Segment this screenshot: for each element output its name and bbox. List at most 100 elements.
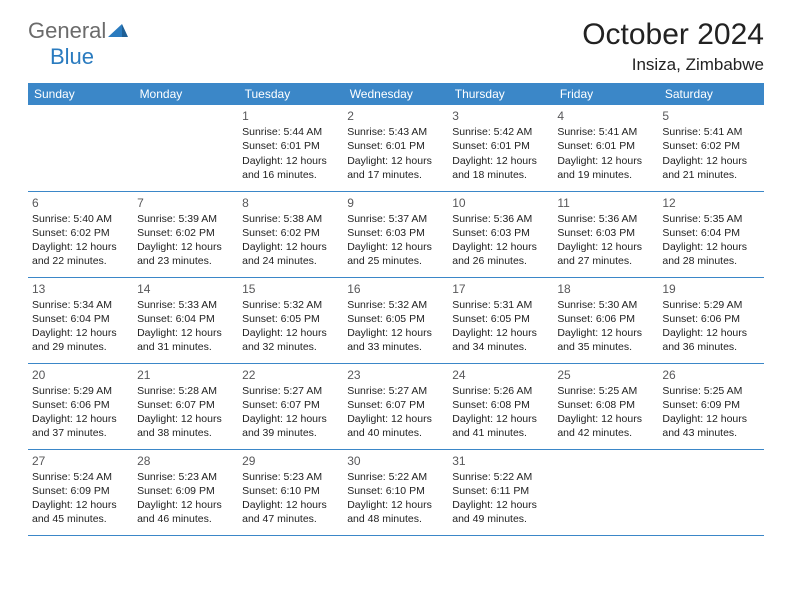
- cell-line: and 28 minutes.: [662, 254, 759, 268]
- cell-line: and 43 minutes.: [662, 426, 759, 440]
- calendar-cell: 15Sunrise: 5:32 AMSunset: 6:05 PMDayligh…: [238, 277, 343, 363]
- cell-line: Daylight: 12 hours: [452, 240, 549, 254]
- cell-line: Sunset: 6:01 PM: [347, 139, 444, 153]
- day-number: 3: [452, 108, 549, 124]
- cell-line: and 22 minutes.: [32, 254, 129, 268]
- cell-line: Sunrise: 5:44 AM: [242, 125, 339, 139]
- cell-line: Sunset: 6:08 PM: [452, 398, 549, 412]
- cell-line: Sunset: 6:10 PM: [242, 484, 339, 498]
- cell-line: Daylight: 12 hours: [32, 240, 129, 254]
- cell-line: Sunset: 6:06 PM: [662, 312, 759, 326]
- calendar-cell: 30Sunrise: 5:22 AMSunset: 6:10 PMDayligh…: [343, 449, 448, 535]
- cell-line: Sunset: 6:03 PM: [557, 226, 654, 240]
- day-number: 7: [137, 195, 234, 211]
- cell-line: Sunrise: 5:42 AM: [452, 125, 549, 139]
- cell-line: Sunrise: 5:28 AM: [137, 384, 234, 398]
- cell-line: Sunrise: 5:41 AM: [557, 125, 654, 139]
- calendar-row: 20Sunrise: 5:29 AMSunset: 6:06 PMDayligh…: [28, 363, 764, 449]
- cell-line: Sunset: 6:05 PM: [452, 312, 549, 326]
- cell-line: and 48 minutes.: [347, 512, 444, 526]
- cell-line: Sunrise: 5:37 AM: [347, 212, 444, 226]
- cell-line: Sunrise: 5:33 AM: [137, 298, 234, 312]
- cell-line: Sunset: 6:02 PM: [137, 226, 234, 240]
- day-number: 25: [557, 367, 654, 383]
- cell-line: Sunset: 6:09 PM: [137, 484, 234, 498]
- cell-line: and 39 minutes.: [242, 426, 339, 440]
- cell-line: Daylight: 12 hours: [32, 326, 129, 340]
- cell-line: Daylight: 12 hours: [452, 326, 549, 340]
- cell-line: Sunset: 6:04 PM: [32, 312, 129, 326]
- day-number: 20: [32, 367, 129, 383]
- day-number: 12: [662, 195, 759, 211]
- day-number: 19: [662, 281, 759, 297]
- cell-line: Sunrise: 5:40 AM: [32, 212, 129, 226]
- calendar-cell-empty: [553, 449, 658, 535]
- cell-line: Daylight: 12 hours: [347, 412, 444, 426]
- cell-line: Sunrise: 5:41 AM: [662, 125, 759, 139]
- cell-line: Sunrise: 5:36 AM: [452, 212, 549, 226]
- calendar-cell: 23Sunrise: 5:27 AMSunset: 6:07 PMDayligh…: [343, 363, 448, 449]
- cell-line: and 21 minutes.: [662, 168, 759, 182]
- calendar-cell: 19Sunrise: 5:29 AMSunset: 6:06 PMDayligh…: [658, 277, 763, 363]
- day-number: 28: [137, 453, 234, 469]
- cell-line: and 31 minutes.: [137, 340, 234, 354]
- cell-line: Daylight: 12 hours: [242, 326, 339, 340]
- weekday-header: Monday: [133, 83, 238, 105]
- weekday-header: Saturday: [658, 83, 763, 105]
- calendar-cell-empty: [133, 105, 238, 191]
- cell-line: and 23 minutes.: [137, 254, 234, 268]
- cell-line: Sunrise: 5:22 AM: [452, 470, 549, 484]
- calendar-page: General Blue October 2024 Insiza, Zimbab…: [0, 0, 792, 612]
- calendar-cell: 12Sunrise: 5:35 AMSunset: 6:04 PMDayligh…: [658, 191, 763, 277]
- day-number: 2: [347, 108, 444, 124]
- day-number: 18: [557, 281, 654, 297]
- cell-line: and 25 minutes.: [347, 254, 444, 268]
- title-block: October 2024 Insiza, Zimbabwe: [582, 18, 764, 75]
- calendar-cell: 24Sunrise: 5:26 AMSunset: 6:08 PMDayligh…: [448, 363, 553, 449]
- cell-line: and 42 minutes.: [557, 426, 654, 440]
- day-number: 5: [662, 108, 759, 124]
- day-number: 31: [452, 453, 549, 469]
- cell-line: Sunset: 6:07 PM: [242, 398, 339, 412]
- cell-line: Sunrise: 5:39 AM: [137, 212, 234, 226]
- cell-line: Sunrise: 5:26 AM: [452, 384, 549, 398]
- cell-line: Sunrise: 5:43 AM: [347, 125, 444, 139]
- cell-line: Sunrise: 5:29 AM: [662, 298, 759, 312]
- day-number: 1: [242, 108, 339, 124]
- calendar-row: 13Sunrise: 5:34 AMSunset: 6:04 PMDayligh…: [28, 277, 764, 363]
- calendar-cell: 6Sunrise: 5:40 AMSunset: 6:02 PMDaylight…: [28, 191, 133, 277]
- cell-line: Daylight: 12 hours: [347, 326, 444, 340]
- calendar-cell: 31Sunrise: 5:22 AMSunset: 6:11 PMDayligh…: [448, 449, 553, 535]
- cell-line: and 18 minutes.: [452, 168, 549, 182]
- calendar-cell: 16Sunrise: 5:32 AMSunset: 6:05 PMDayligh…: [343, 277, 448, 363]
- cell-line: Daylight: 12 hours: [137, 498, 234, 512]
- cell-line: Sunset: 6:09 PM: [662, 398, 759, 412]
- cell-line: Daylight: 12 hours: [347, 240, 444, 254]
- cell-line: and 26 minutes.: [452, 254, 549, 268]
- cell-line: Sunrise: 5:32 AM: [347, 298, 444, 312]
- weekday-header: Thursday: [448, 83, 553, 105]
- calendar-header-row: Sunday Monday Tuesday Wednesday Thursday…: [28, 83, 764, 105]
- cell-line: and 40 minutes.: [347, 426, 444, 440]
- cell-line: Sunset: 6:06 PM: [557, 312, 654, 326]
- cell-line: Sunrise: 5:23 AM: [242, 470, 339, 484]
- calendar-cell-empty: [658, 449, 763, 535]
- calendar-cell: 22Sunrise: 5:27 AMSunset: 6:07 PMDayligh…: [238, 363, 343, 449]
- cell-line: and 41 minutes.: [452, 426, 549, 440]
- day-number: 9: [347, 195, 444, 211]
- cell-line: and 29 minutes.: [32, 340, 129, 354]
- cell-line: Sunset: 6:07 PM: [137, 398, 234, 412]
- day-number: 14: [137, 281, 234, 297]
- cell-line: and 49 minutes.: [452, 512, 549, 526]
- calendar-cell: 20Sunrise: 5:29 AMSunset: 6:06 PMDayligh…: [28, 363, 133, 449]
- calendar-row: 6Sunrise: 5:40 AMSunset: 6:02 PMDaylight…: [28, 191, 764, 277]
- cell-line: Daylight: 12 hours: [137, 240, 234, 254]
- calendar-cell: 28Sunrise: 5:23 AMSunset: 6:09 PMDayligh…: [133, 449, 238, 535]
- day-number: 23: [347, 367, 444, 383]
- cell-line: Sunset: 6:07 PM: [347, 398, 444, 412]
- cell-line: Daylight: 12 hours: [452, 412, 549, 426]
- cell-line: Sunrise: 5:25 AM: [557, 384, 654, 398]
- calendar-cell: 5Sunrise: 5:41 AMSunset: 6:02 PMDaylight…: [658, 105, 763, 191]
- logo-word-1: General: [28, 18, 106, 43]
- cell-line: Daylight: 12 hours: [662, 326, 759, 340]
